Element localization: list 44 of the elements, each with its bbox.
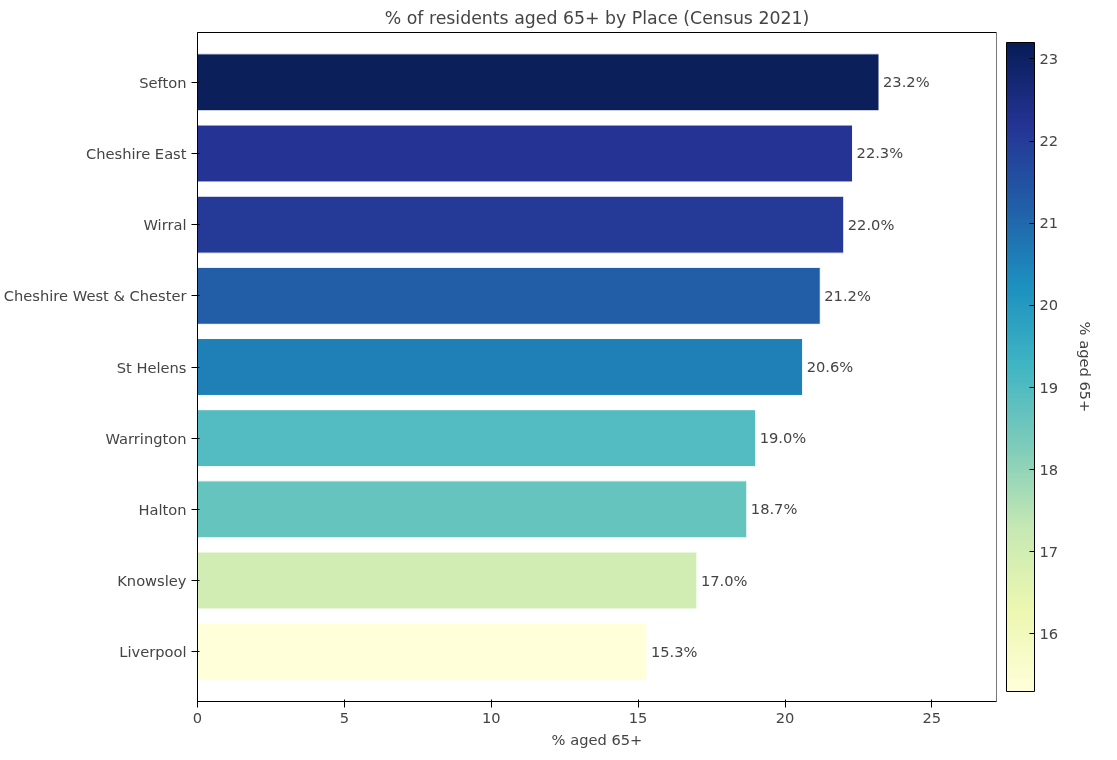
- bar: [197, 480, 748, 539]
- data-label: 15.3%: [650, 642, 698, 660]
- bar: [197, 338, 804, 396]
- x-tick-label: 15: [628, 708, 648, 726]
- bar: [197, 53, 880, 112]
- data-label: 19.0%: [759, 429, 807, 447]
- data-label: 18.7%: [750, 500, 798, 518]
- y-tick-label: Knowsley: [117, 572, 187, 590]
- bar: [197, 124, 854, 183]
- y-tick-label: Cheshire East: [85, 144, 187, 162]
- color-bar-label: 18: [1039, 460, 1059, 478]
- x-tick-label: 25: [922, 708, 942, 726]
- color-bar-label: 23: [1039, 49, 1059, 67]
- color-bar-label: 22: [1039, 132, 1059, 150]
- color-bar-title: % aged 65+: [1076, 321, 1094, 413]
- data-label: 17.0%: [700, 571, 748, 589]
- y-tick-label: Halton: [138, 500, 187, 518]
- data-label: 20.6%: [806, 358, 854, 375]
- y-tick-label: Wirral: [143, 216, 187, 234]
- bar: [197, 622, 648, 681]
- y-tick-label: Sefton: [139, 73, 187, 91]
- data-label: 22.0%: [847, 215, 895, 233]
- chart-title: % of residents aged 65+ by Place (Census 2021): [384, 7, 810, 28]
- y-tick-label: Liverpool: [119, 643, 187, 661]
- y-tick-label: St Helens: [116, 358, 187, 376]
- y-tick-label: Warrington: [105, 429, 187, 447]
- y-tick-label: Cheshire West & Chester: [3, 287, 188, 305]
- bar: [197, 409, 757, 468]
- color-bar-label: 17: [1039, 542, 1059, 560]
- bar: [197, 266, 821, 325]
- data-label: 21.2%: [824, 286, 871, 304]
- data-label: 22.3%: [856, 144, 904, 162]
- x-tick-label: 20: [775, 708, 795, 726]
- x-tick-label: 0: [192, 708, 203, 726]
- data-label: 23.2%: [883, 73, 930, 91]
- color-bar-label: 16: [1039, 624, 1059, 642]
- x-tick-label: 10: [481, 708, 501, 726]
- color-bar-label: 21: [1039, 214, 1059, 232]
- bar: [197, 195, 845, 254]
- x-tick-label: 5: [339, 708, 350, 726]
- color-bar-label: 19: [1039, 378, 1059, 396]
- x-axis-title: % aged 65+: [551, 730, 643, 748]
- color-bar-label: 20: [1039, 296, 1059, 314]
- bar: [197, 551, 698, 610]
